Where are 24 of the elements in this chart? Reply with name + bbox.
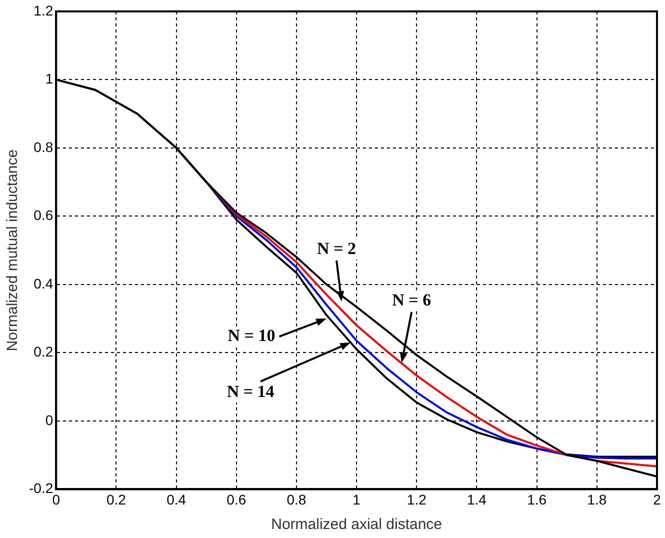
y-tick-label: 1.2: [34, 2, 54, 18]
x-tick-label: 0.4: [166, 491, 186, 508]
x-tick-label: 2: [653, 491, 662, 508]
x-tick-label: 1.8: [587, 491, 607, 508]
y-axis-title: Normalized mutual inductance: [4, 149, 22, 352]
x-tick-label: 0.2: [106, 491, 126, 508]
x-tick-label: 1.6: [527, 491, 547, 508]
y-tick-label: -0.2: [29, 480, 54, 496]
annotation: N = 2: [317, 238, 356, 258]
y-tick-label: 0.6: [34, 207, 54, 224]
y-tick-label: 1: [45, 70, 54, 87]
y-tick-label: 0.4: [34, 275, 54, 292]
x-tick-label: 1.4: [467, 491, 487, 508]
annotation: N = 6: [392, 290, 432, 310]
y-tick-label: 0: [45, 412, 54, 428]
y-tick-label: 0.8: [34, 138, 54, 155]
x-axis-title: Normalized axial distance: [271, 516, 442, 534]
x-tick-label: 0.8: [286, 491, 306, 508]
annotation: N = 10: [228, 326, 276, 345]
y-tick-label: 0.2: [34, 344, 54, 360]
x-tick-label: 0.6: [226, 491, 246, 508]
x-tick-label: 1: [352, 491, 361, 508]
annotation: N = 14: [226, 382, 275, 401]
x-tick-label: 1.2: [406, 491, 427, 508]
